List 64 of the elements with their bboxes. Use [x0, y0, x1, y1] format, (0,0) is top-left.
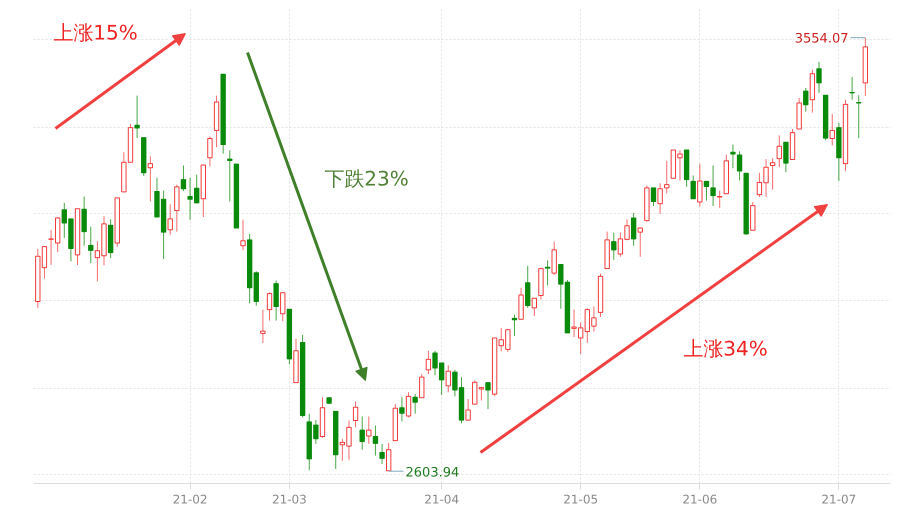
- candlestick: [174, 184, 180, 232]
- candlestick: [426, 350, 432, 374]
- candlestick: [412, 394, 418, 414]
- annotation: 2603.94: [406, 466, 460, 480]
- candlestick: [406, 392, 412, 418]
- annotation: 上涨34%: [683, 336, 768, 360]
- candlestick: [372, 425, 378, 456]
- x-tick-label: 21-04: [424, 492, 460, 506]
- candlestick: [273, 280, 279, 322]
- candlestick: [168, 204, 173, 236]
- candlestick: [386, 442, 392, 472]
- annotation: 上涨15%: [53, 20, 138, 44]
- x-tick-label: 21-02: [172, 492, 208, 506]
- candlestick: [638, 226, 643, 258]
- candlestick: [280, 292, 286, 322]
- candlestick: [446, 364, 451, 393]
- candlestick: [650, 187, 656, 207]
- candlestick: [134, 95, 140, 139]
- candlestick: [485, 382, 491, 410]
- candlestick: [856, 94, 862, 139]
- candlestick: [552, 241, 557, 276]
- candlestick: [207, 136, 213, 167]
- candlestick: [419, 373, 424, 398]
- candlestick: [360, 416, 365, 450]
- candlestick: [240, 219, 246, 251]
- candlestick: [81, 196, 87, 246]
- candlestick: [690, 175, 696, 200]
- candlestick: [776, 134, 782, 168]
- candlestick: [532, 298, 538, 317]
- candlestick: [399, 396, 405, 422]
- candlestick: [710, 164, 716, 207]
- candlestick: [657, 182, 663, 214]
- candlestick: [227, 150, 232, 202]
- candlestick: [770, 158, 776, 190]
- x-tick-label: 21-06: [682, 492, 718, 506]
- candlestick: [611, 232, 616, 260]
- candlestick: [783, 142, 789, 173]
- candlestick: [830, 113, 835, 146]
- candlestick: [704, 180, 710, 202]
- candlestick: [379, 443, 385, 464]
- candlestick: [465, 398, 471, 421]
- x-tick-label: 21-03: [272, 492, 307, 506]
- candlestick: [630, 212, 636, 246]
- candlestick: [717, 190, 722, 208]
- candlestick: [544, 260, 550, 286]
- candlestick: [816, 61, 822, 94]
- annotation: 3554.07: [794, 32, 849, 46]
- candlestick: [260, 309, 266, 344]
- candlestick: [352, 400, 358, 428]
- x-tick-label: 21-05: [563, 492, 598, 506]
- annotation: 下跌23%: [324, 166, 409, 190]
- candlestick: [736, 150, 742, 182]
- candlestick: [697, 163, 703, 208]
- candlestick: [664, 160, 670, 194]
- candlestick: [730, 144, 736, 169]
- candlestick: [366, 416, 372, 444]
- candlestick: [266, 292, 272, 322]
- candlestick: [849, 76, 855, 100]
- candlestick: [88, 226, 94, 264]
- candlestick: [180, 164, 186, 192]
- x-tick-label: 21-07: [821, 492, 856, 506]
- candlestick: [803, 87, 808, 112]
- candlestick: [148, 156, 154, 202]
- candlestick: [525, 265, 530, 308]
